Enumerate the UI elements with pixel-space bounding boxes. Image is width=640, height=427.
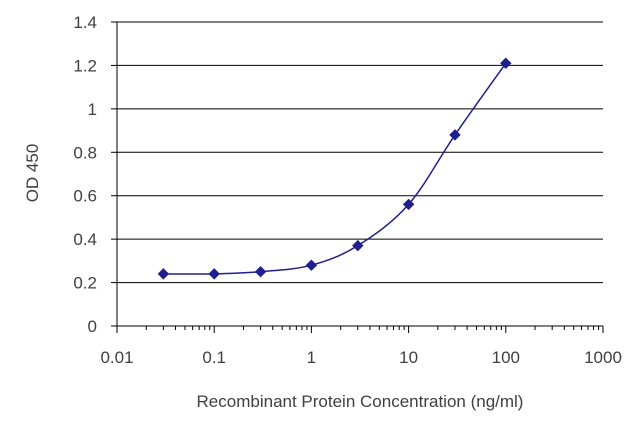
y-tick-label: 0.2 xyxy=(73,274,97,293)
data-point xyxy=(157,268,170,280)
data-point xyxy=(352,239,364,252)
y-tick-label: 1.4 xyxy=(73,13,97,32)
data-point xyxy=(305,259,318,271)
x-tick-labels: 0.01 0.1 1 10 100 1000 xyxy=(100,348,621,367)
x-axis-title: Recombinant Protein Concentration (ng/ml… xyxy=(197,392,524,411)
y-axis-title: OD 450 xyxy=(23,144,42,203)
axes xyxy=(111,21,604,333)
x-tick-label: 100 xyxy=(492,348,520,367)
x-tick-label: 1 xyxy=(307,348,316,367)
y-tick-labels: 0 0.2 0.4 0.6 0.8 1 1.2 1.4 xyxy=(73,13,97,336)
series-curve xyxy=(163,62,507,275)
x-tick-label: 0.1 xyxy=(202,348,226,367)
y-tick-label: 0.4 xyxy=(73,230,97,249)
data-point xyxy=(449,129,461,141)
y-tick-label: 1.2 xyxy=(73,56,97,75)
y-tick-label: 0.6 xyxy=(73,187,97,206)
x-tick-label: 1000 xyxy=(584,348,622,367)
data-point xyxy=(254,266,267,278)
data-points xyxy=(157,57,512,280)
x-tick-label: 10 xyxy=(399,348,418,367)
x-tick-label: 0.01 xyxy=(100,348,133,367)
data-point xyxy=(208,268,220,280)
data-point xyxy=(500,57,512,69)
y-tick-label: 1 xyxy=(88,100,97,119)
series-line xyxy=(163,62,507,275)
data-point xyxy=(402,198,415,211)
grid-lines xyxy=(117,21,603,284)
y-tick-label: 0.8 xyxy=(73,143,97,162)
y-tick-label: 0 xyxy=(88,317,97,336)
